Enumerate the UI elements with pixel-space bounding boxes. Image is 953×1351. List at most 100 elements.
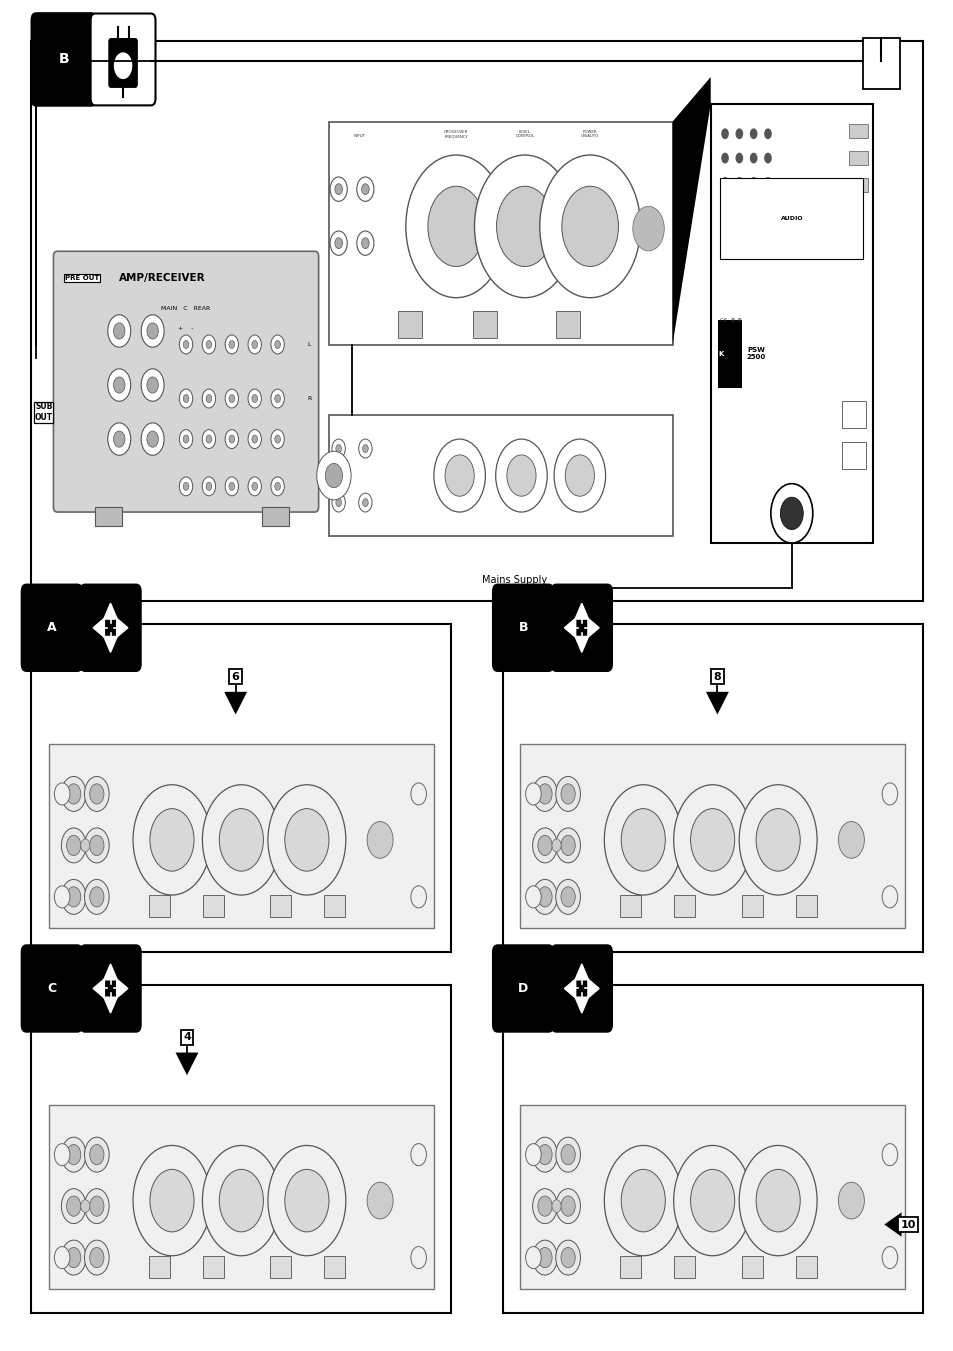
FancyBboxPatch shape	[21, 944, 83, 1032]
Circle shape	[556, 777, 579, 812]
Circle shape	[206, 435, 212, 443]
Circle shape	[770, 484, 812, 543]
Polygon shape	[116, 979, 128, 998]
Circle shape	[532, 777, 557, 812]
Circle shape	[248, 389, 261, 408]
Circle shape	[248, 335, 261, 354]
Circle shape	[560, 835, 575, 855]
Circle shape	[141, 315, 164, 347]
Circle shape	[749, 128, 757, 139]
Circle shape	[179, 477, 193, 496]
Text: AUDIO: AUDIO	[780, 216, 802, 222]
FancyBboxPatch shape	[550, 944, 613, 1032]
Circle shape	[202, 477, 215, 496]
Text: C€  ⊕-⊕: C€ ⊕-⊕	[720, 317, 741, 323]
Circle shape	[525, 886, 540, 908]
Bar	[329, 415, 672, 536]
Circle shape	[564, 455, 594, 496]
Circle shape	[183, 394, 189, 403]
Circle shape	[179, 430, 193, 449]
Text: CROSSOVER
FREQUENCY: CROSSOVER FREQUENCY	[443, 130, 468, 138]
Polygon shape	[104, 603, 117, 619]
Circle shape	[405, 155, 506, 297]
Text: B: B	[517, 621, 527, 634]
Polygon shape	[587, 619, 598, 638]
Bar	[841, 401, 865, 428]
Circle shape	[183, 340, 189, 349]
Circle shape	[763, 177, 771, 188]
Circle shape	[882, 1247, 897, 1269]
Circle shape	[603, 785, 681, 896]
FancyBboxPatch shape	[79, 944, 142, 1032]
Circle shape	[362, 499, 368, 507]
Circle shape	[560, 1144, 575, 1165]
Circle shape	[179, 389, 193, 408]
Circle shape	[150, 1170, 193, 1232]
FancyBboxPatch shape	[550, 584, 613, 671]
Circle shape	[330, 231, 347, 255]
Circle shape	[537, 835, 552, 855]
Circle shape	[882, 886, 897, 908]
Circle shape	[561, 186, 618, 266]
Bar	[203, 896, 224, 917]
Circle shape	[720, 128, 728, 139]
Circle shape	[690, 809, 734, 871]
Circle shape	[229, 482, 234, 490]
Circle shape	[554, 439, 605, 512]
Circle shape	[411, 1143, 426, 1166]
Polygon shape	[564, 979, 575, 998]
Circle shape	[252, 340, 257, 349]
Bar	[262, 507, 289, 526]
Circle shape	[411, 886, 426, 908]
Circle shape	[81, 839, 90, 852]
Circle shape	[603, 1146, 681, 1256]
Circle shape	[90, 784, 104, 804]
Text: 8: 8	[713, 671, 720, 682]
Circle shape	[271, 430, 284, 449]
Bar	[848, 178, 867, 192]
Circle shape	[525, 782, 540, 805]
Circle shape	[335, 184, 342, 195]
Bar	[329, 122, 672, 345]
Circle shape	[113, 377, 125, 393]
Circle shape	[838, 821, 863, 858]
Bar	[720, 178, 862, 259]
Bar	[718, 320, 741, 388]
Circle shape	[202, 335, 215, 354]
Circle shape	[537, 784, 552, 804]
Circle shape	[141, 423, 164, 455]
Bar	[519, 744, 904, 928]
Circle shape	[202, 785, 280, 896]
Text: PRE OUT: PRE OUT	[65, 276, 99, 281]
Circle shape	[838, 1182, 863, 1219]
Text: D: D	[517, 982, 528, 994]
Polygon shape	[104, 636, 117, 653]
Polygon shape	[672, 77, 710, 345]
Circle shape	[252, 482, 257, 490]
Circle shape	[225, 389, 238, 408]
Circle shape	[362, 444, 368, 453]
Polygon shape	[224, 692, 247, 715]
Circle shape	[749, 153, 757, 163]
Text: +    -: + -	[178, 326, 193, 331]
Circle shape	[882, 1143, 897, 1166]
Circle shape	[248, 430, 261, 449]
Text: Mains Supply: Mains Supply	[481, 574, 546, 585]
Circle shape	[61, 880, 86, 915]
Circle shape	[749, 177, 757, 188]
Polygon shape	[104, 997, 117, 1013]
Bar	[31, 985, 451, 1313]
FancyBboxPatch shape	[30, 12, 97, 107]
Circle shape	[367, 821, 393, 858]
Circle shape	[113, 323, 125, 339]
Circle shape	[335, 444, 341, 453]
Circle shape	[560, 1247, 575, 1267]
Circle shape	[90, 886, 104, 907]
Circle shape	[620, 1170, 664, 1232]
Circle shape	[67, 886, 81, 907]
Circle shape	[620, 809, 664, 871]
Circle shape	[90, 835, 104, 855]
Circle shape	[537, 1144, 552, 1165]
Circle shape	[332, 439, 345, 458]
Text: L: L	[307, 342, 311, 347]
